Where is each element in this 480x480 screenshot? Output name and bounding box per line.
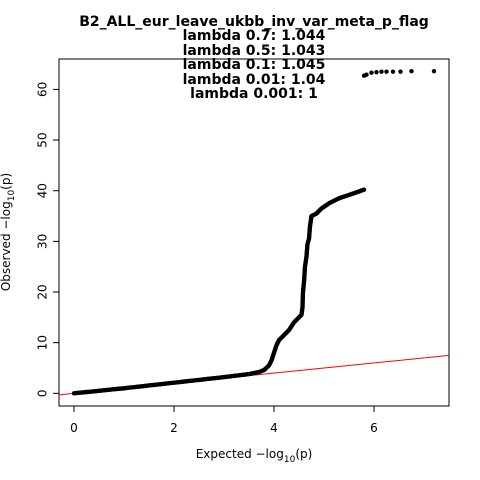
x-tick-label: 4 [270, 421, 278, 435]
y-tick-label: 0 [36, 390, 50, 398]
x-tick-label: 0 [70, 421, 78, 435]
x-tick-label: 6 [370, 421, 378, 435]
data-point [409, 68, 414, 74]
data-point [364, 72, 369, 77]
x-tick-label: 2 [170, 421, 178, 435]
data-point [379, 69, 384, 74]
y-axis-label-suffix: (p) [0, 173, 13, 190]
title-line-3: lambda 0.5: 1.043 [183, 43, 326, 59]
y-axis-label-sub: 10 [7, 190, 17, 202]
data-points [71, 68, 437, 396]
data-point [431, 68, 437, 74]
data-point [374, 69, 379, 75]
y-tick-label: 40 [36, 183, 50, 198]
y-axis-label: Observed −log10(p) [0, 173, 17, 291]
y-tick-label: 50 [36, 132, 50, 147]
y-tick-label: 20 [36, 284, 50, 299]
data-point [361, 187, 367, 192]
x-axis: 0 2 4 6 [70, 406, 378, 435]
data-point [390, 69, 396, 74]
y-axis: 0 10 20 30 40 50 60 [36, 82, 59, 398]
plot-frame [58, 58, 450, 407]
x-axis-label-prefix: Expected −log [196, 447, 284, 461]
title-line-6: lambda 0.001: 1 [190, 86, 318, 102]
title-line-1: B2_ALL_eur_leave_ukbb_inv_var_meta_p_fla… [79, 14, 429, 30]
data-point [369, 70, 374, 75]
data-point [398, 69, 403, 74]
y-tick-label: 60 [36, 82, 50, 97]
chart-title: B2_ALL_eur_leave_ukbb_inv_var_meta_p_fla… [79, 14, 429, 102]
y-axis-label-prefix: Observed −log [0, 201, 13, 291]
data-point [384, 69, 389, 74]
y-tick-label: 30 [36, 234, 50, 249]
x-axis-label-sub: 10 [284, 455, 296, 465]
x-axis-label: Expected −log10(p) [196, 447, 313, 465]
title-line-2: lambda 0.7: 1.044 [183, 28, 326, 44]
title-line-5: lambda 0.01: 1.04 [183, 72, 326, 88]
y-tick-label: 10 [36, 335, 50, 350]
x-axis-label-suffix: (p) [295, 447, 312, 461]
title-line-4: lambda 0.1: 1.045 [183, 57, 326, 73]
